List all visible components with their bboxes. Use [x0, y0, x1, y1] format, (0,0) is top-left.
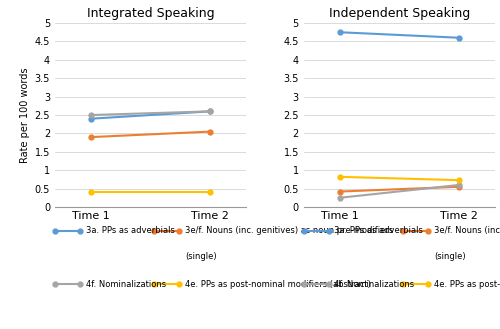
Title: Independent Speaking: Independent Speaking — [328, 8, 470, 20]
Text: (single): (single) — [185, 252, 216, 261]
Text: (single): (single) — [434, 252, 466, 261]
Text: 3a. PPs as adverbials: 3a. PPs as adverbials — [334, 226, 423, 235]
Text: 4e. PPs as post-nominal modifiers (abstract): 4e. PPs as post-nominal modifiers (abstr… — [434, 280, 500, 289]
Text: 3e/f. Nouns (inc. genitives) as noun pre-modifiers: 3e/f. Nouns (inc. genitives) as noun pre… — [185, 226, 394, 235]
Text: 3a. PPs as adverbials: 3a. PPs as adverbials — [86, 226, 174, 235]
Text: 4e. PPs as post-nominal modifiers (abstract): 4e. PPs as post-nominal modifiers (abstr… — [185, 280, 371, 289]
Y-axis label: Rate per 100 words: Rate per 100 words — [20, 67, 30, 163]
Text: 4f. Nominalizations: 4f. Nominalizations — [86, 280, 166, 289]
Title: Integrated Speaking: Integrated Speaking — [87, 8, 214, 20]
Text: 3e/f. Nouns (inc. genitives) as noun pre-modifiers: 3e/f. Nouns (inc. genitives) as noun pre… — [434, 226, 500, 235]
Text: 4f. Nominalizations: 4f. Nominalizations — [334, 280, 414, 289]
